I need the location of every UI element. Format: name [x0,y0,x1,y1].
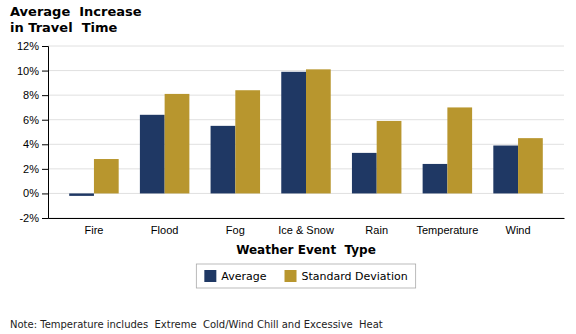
y-tick-label: 6% [23,114,39,126]
series [69,72,518,196]
y-tick: 4% [23,138,48,150]
grid-line [48,46,564,47]
y-tick: 12% [17,40,48,52]
y-tick-mark [42,71,48,72]
x-tick-label: Temperature [416,224,478,236]
chart: Average Increasein Travel Time -2% 0% 2% 4% 6… [0,0,576,334]
x-tick: Wind [506,224,531,236]
series [94,69,543,193]
bar [69,193,94,195]
legend-label: Average [221,270,266,283]
x-tick: Fog [226,224,245,236]
x-tick-label: Fire [84,224,103,236]
grid-line [48,218,564,219]
y-tick-mark [42,193,48,194]
x-tick: Flood [151,224,179,236]
y-tick: -2% [19,212,48,224]
y-tick: 10% [17,65,48,77]
y-tick-label: 10% [17,65,39,77]
x-tick: Ice & Snow [278,224,334,236]
title: Average Increasein Travel Time [10,4,142,35]
y-tick-label: 0% [23,187,39,199]
legend-item: Average [204,270,266,283]
legend-item: Standard Deviation [285,270,408,283]
bar [493,146,518,194]
bar [211,126,236,194]
bars [69,69,543,196]
title-line: in Travel Time [10,20,118,35]
x-tick-label: Wind [506,224,531,236]
bar [377,121,402,193]
title-line: Average Increase [10,4,142,19]
note: Note: Temperature includes Extreme Cold/… [10,319,383,330]
legend-frame [196,264,415,288]
y-tick-mark [42,120,48,121]
legend-label: Standard Deviation [302,270,408,283]
x-tick: Temperature [416,224,478,236]
x-tick-label: Fog [226,224,245,236]
bar [281,72,306,194]
legend-swatch [204,270,216,282]
grid [48,46,564,218]
x-axis: Fire Flood Fog Ice & Snow Rain Temperature Win… [49,219,565,236]
y-tick-label: 8% [23,89,39,101]
y-tick-mark [42,46,48,47]
bar [306,69,331,193]
y-tick-label: 12% [17,40,39,52]
x-tick-label: Ice & Snow [278,224,334,236]
y-tick: 2% [23,163,48,175]
bar [352,153,377,194]
bar [235,90,260,193]
y-tick-label: -2% [19,212,39,224]
y-tick-mark [42,169,48,170]
bar [94,159,119,193]
y-tick-label: 2% [23,163,39,175]
y-tick-mark [42,144,48,145]
x-tick-label: Flood [151,224,179,236]
y-tick-label: 4% [23,138,39,150]
y-axis-line [42,47,49,219]
x-tick: Rain [365,224,388,236]
bar [423,164,448,193]
legend-swatch [285,270,297,282]
plot: -2% 0% 2% 4% 6% 8% 10% 12% Fire Flood Fog Ice & Sno… [17,40,565,257]
y-tick: 8% [23,89,48,101]
x-axis-label: Weather Event Type [236,243,376,257]
y-tick: 6% [23,114,48,126]
x-axis-line [49,218,565,219]
y-tick-mark [42,95,48,96]
x-tick: Fire [84,224,103,236]
y-tick-mark [42,218,48,219]
x-tick-label: Rain [365,224,388,236]
legend: Average Standard Deviation [196,264,415,288]
y-axis: -2% 0% 2% 4% 6% 8% 10% 12% [17,40,49,224]
bar [518,138,543,193]
bar [165,94,190,194]
y-tick: 0% [23,187,48,199]
bar [140,115,165,194]
bar [447,107,472,193]
